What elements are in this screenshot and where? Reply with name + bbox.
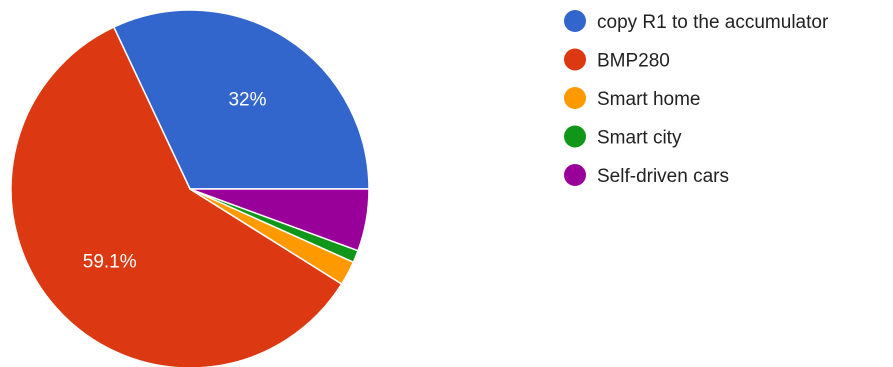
legend-swatch (564, 125, 586, 148)
legend-label: Smart home (597, 89, 700, 110)
legend-label: Smart city (597, 128, 682, 149)
slice-label-copy-r1-to-the-accumulator: 32% (228, 89, 266, 110)
pie-slice-copy-r1-to-the-accumulator (113, 9, 370, 190)
legend-item-smart-city[interactable]: Smart city (564, 125, 682, 149)
legend-item-self-driven-cars[interactable]: Self-driven cars (564, 164, 729, 187)
legend-item-bmp280[interactable]: BMP280 (564, 48, 670, 72)
legend-swatch (564, 164, 586, 186)
legend-swatch (564, 10, 586, 32)
pie-slice-labels: 32% 59.1% (83, 89, 267, 272)
pie-slice-bmp280 (10, 26, 343, 367)
legend-label: Self-driven cars (597, 166, 729, 187)
legend-label: BMP280 (597, 51, 670, 72)
pie-slice-self-driven-cars (189, 188, 370, 252)
legend-item-smart-home[interactable]: Smart home (564, 87, 700, 110)
legend: copy R1 to the accumulator BMP280 Smart ho… (564, 10, 829, 187)
legend-item-copy-r1-to-the-accumulator[interactable]: copy R1 to the accumulator (564, 10, 829, 33)
pie-slices (10, 9, 370, 367)
legend-swatch (564, 87, 586, 109)
legend-swatch (564, 48, 586, 71)
slice-label-bmp280: 59.1% (83, 251, 137, 272)
legend-label: copy R1 to the accumulator (597, 12, 829, 33)
